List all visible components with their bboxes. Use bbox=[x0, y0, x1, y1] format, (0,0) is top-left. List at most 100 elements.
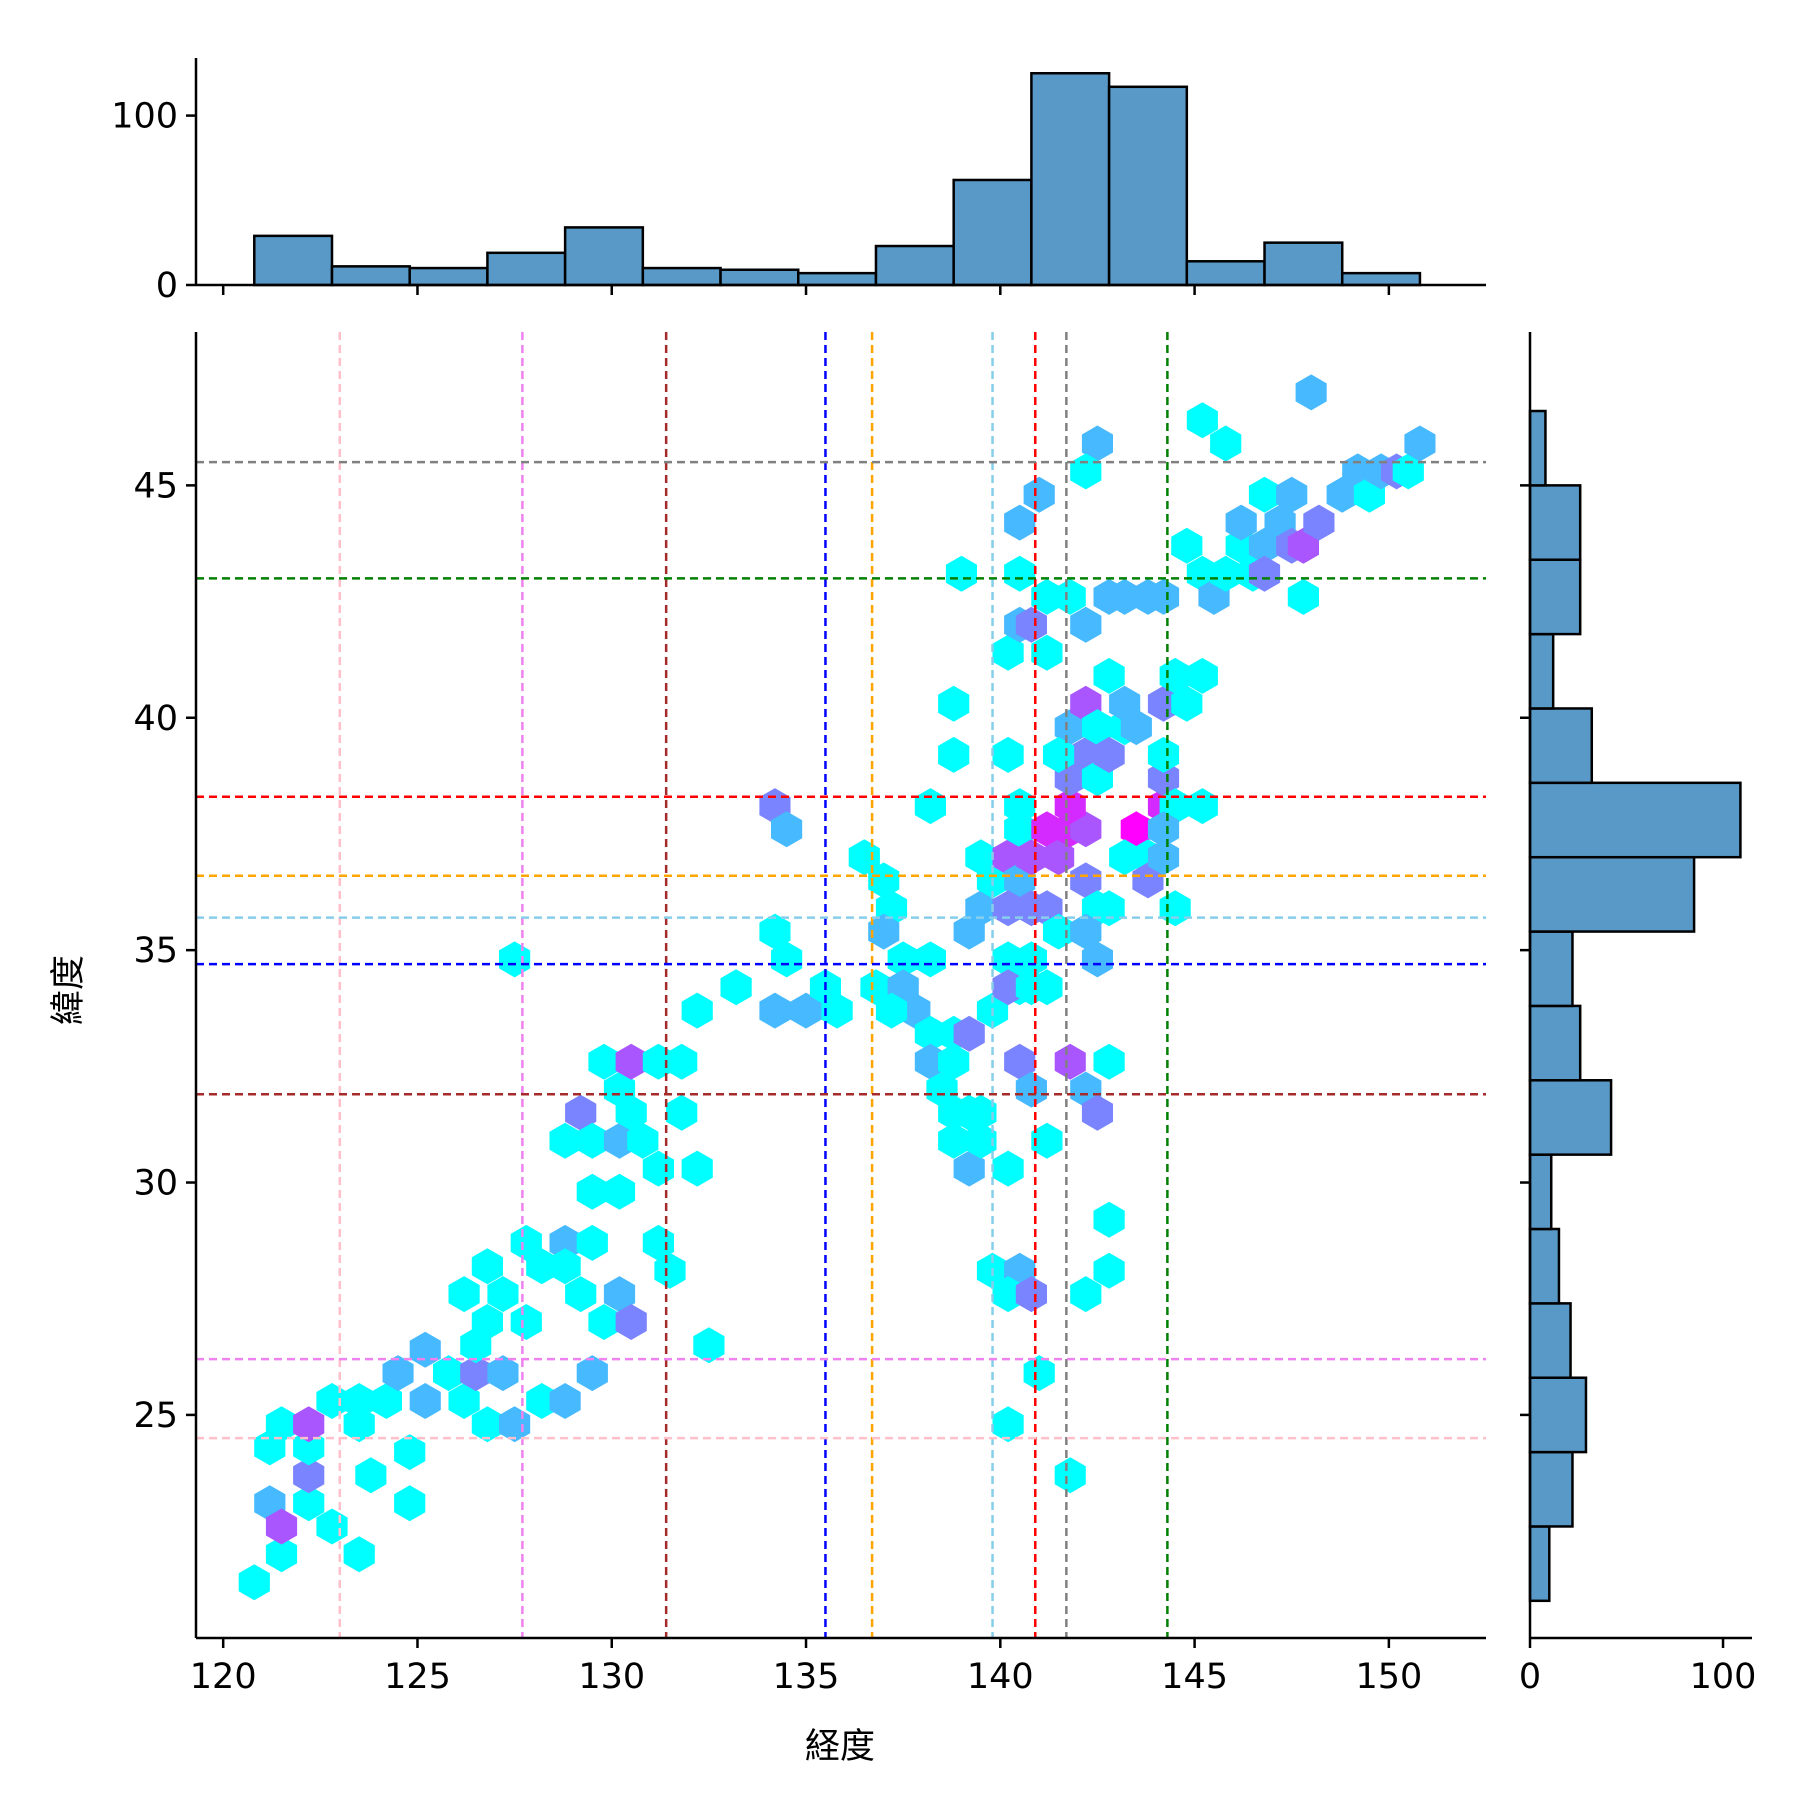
hexbin bbox=[615, 1094, 647, 1131]
hexbin bbox=[565, 1276, 597, 1313]
hexbin bbox=[992, 1150, 1024, 1187]
hexbin bbox=[1081, 941, 1113, 978]
hexbin bbox=[1248, 527, 1281, 564]
top-marginal-histogram bbox=[253, 71, 1422, 287]
hexbin bbox=[615, 1043, 647, 1080]
hexbin bbox=[510, 1304, 542, 1340]
hexbin bbox=[1015, 941, 1047, 978]
hexbin bbox=[603, 1276, 636, 1313]
histogram-bar bbox=[1528, 781, 1742, 859]
histogram-bar bbox=[1528, 1004, 1582, 1082]
hexbin bbox=[992, 1406, 1024, 1443]
right-hist-x-tick-label: 100 bbox=[1690, 1657, 1757, 1697]
hexbin bbox=[1287, 578, 1319, 615]
hexbin bbox=[1392, 453, 1424, 490]
hexbin bbox=[965, 890, 997, 927]
x-tick-label: 150 bbox=[1355, 1657, 1422, 1697]
hexbin bbox=[1225, 504, 1257, 541]
hexbin bbox=[1093, 736, 1125, 773]
histogram-bar bbox=[1528, 1376, 1588, 1454]
hexbin bbox=[1004, 1043, 1036, 1080]
hexbin bbox=[370, 1383, 402, 1419]
histogram-bar bbox=[1528, 707, 1594, 785]
hexbin bbox=[1070, 913, 1102, 950]
hexbin bbox=[875, 992, 908, 1029]
hexbin bbox=[1015, 606, 1047, 643]
hexbin bbox=[1120, 811, 1152, 848]
hexbin bbox=[860, 969, 892, 1006]
hexbin bbox=[499, 941, 531, 978]
hexbin bbox=[1081, 425, 1113, 462]
hexbin bbox=[693, 1327, 725, 1364]
histogram-bar bbox=[1528, 855, 1696, 933]
histogram-bar bbox=[1528, 1079, 1613, 1156]
hexbin bbox=[343, 1383, 375, 1419]
hexbin bbox=[448, 1276, 480, 1313]
hexbin bbox=[1132, 862, 1164, 899]
histogram-bar bbox=[1340, 271, 1422, 287]
hexbin bbox=[681, 1150, 713, 1187]
hexbin bbox=[1054, 1043, 1086, 1080]
hexbin bbox=[1004, 555, 1036, 592]
hexbin bbox=[409, 1383, 441, 1419]
y-tick-label: 25 bbox=[133, 1396, 178, 1436]
hexbin bbox=[945, 555, 977, 592]
hexbin bbox=[759, 992, 791, 1029]
hexbin bbox=[549, 1248, 581, 1285]
hexbin bbox=[265, 1508, 298, 1545]
hexbin bbox=[1287, 527, 1319, 564]
hexbin bbox=[576, 1122, 608, 1159]
histogram-bar bbox=[719, 268, 800, 287]
hexbin bbox=[771, 941, 803, 978]
hexbin bbox=[1404, 425, 1436, 462]
hexbin bbox=[1147, 839, 1180, 876]
hexbin bbox=[965, 1094, 997, 1131]
hexbin bbox=[1120, 709, 1152, 746]
hexbin bbox=[654, 1252, 686, 1289]
hexbin bbox=[499, 1406, 531, 1443]
histogram-bar bbox=[1528, 1450, 1574, 1528]
hexbin bbox=[938, 736, 970, 773]
hexbin bbox=[666, 1043, 698, 1080]
x-tick-label: 125 bbox=[384, 1657, 451, 1697]
hexbin bbox=[293, 1406, 325, 1443]
x-tick-label: 135 bbox=[773, 1657, 840, 1697]
hexbin bbox=[394, 1434, 426, 1471]
hexbin bbox=[293, 1457, 325, 1494]
hexbin bbox=[1031, 1122, 1063, 1159]
hexbin bbox=[603, 1173, 636, 1210]
hexbin bbox=[1054, 709, 1086, 746]
hexbin bbox=[510, 1224, 542, 1261]
hexbin bbox=[1081, 1094, 1113, 1131]
right-marginal-histogram bbox=[1528, 409, 1742, 1603]
hexbin bbox=[265, 1536, 298, 1573]
hexbin bbox=[576, 1224, 608, 1261]
y-tick-label: 45 bbox=[133, 466, 178, 506]
x-tick-label: 140 bbox=[967, 1657, 1034, 1697]
hexbin bbox=[1159, 890, 1191, 927]
histogram-bar bbox=[1528, 1302, 1572, 1379]
hexbin bbox=[771, 811, 803, 848]
histogram-bar bbox=[330, 265, 411, 287]
hexbin bbox=[1093, 1252, 1125, 1289]
x-axis-label: 経度 bbox=[805, 1727, 875, 1767]
histogram-bar bbox=[1528, 1153, 1553, 1231]
histogram-bar bbox=[563, 226, 645, 287]
y-tick-label: 30 bbox=[133, 1164, 178, 1204]
hexbin bbox=[355, 1457, 387, 1494]
hexbin bbox=[1276, 476, 1308, 513]
histogram-bar bbox=[1528, 632, 1555, 710]
y-axis-label: 緯度 bbox=[49, 955, 89, 1025]
hexbin bbox=[1171, 527, 1203, 564]
hexbin bbox=[343, 1406, 375, 1443]
hexbin bbox=[549, 1383, 581, 1419]
histogram-bar bbox=[641, 266, 722, 287]
hexbin bbox=[1210, 425, 1242, 462]
histogram-bar bbox=[797, 271, 878, 287]
hexbin bbox=[382, 1355, 414, 1392]
hexbin bbox=[1147, 760, 1180, 797]
reference-lines bbox=[196, 332, 1486, 1638]
hexbin bbox=[1093, 1043, 1125, 1080]
hexbin bbox=[681, 992, 713, 1029]
